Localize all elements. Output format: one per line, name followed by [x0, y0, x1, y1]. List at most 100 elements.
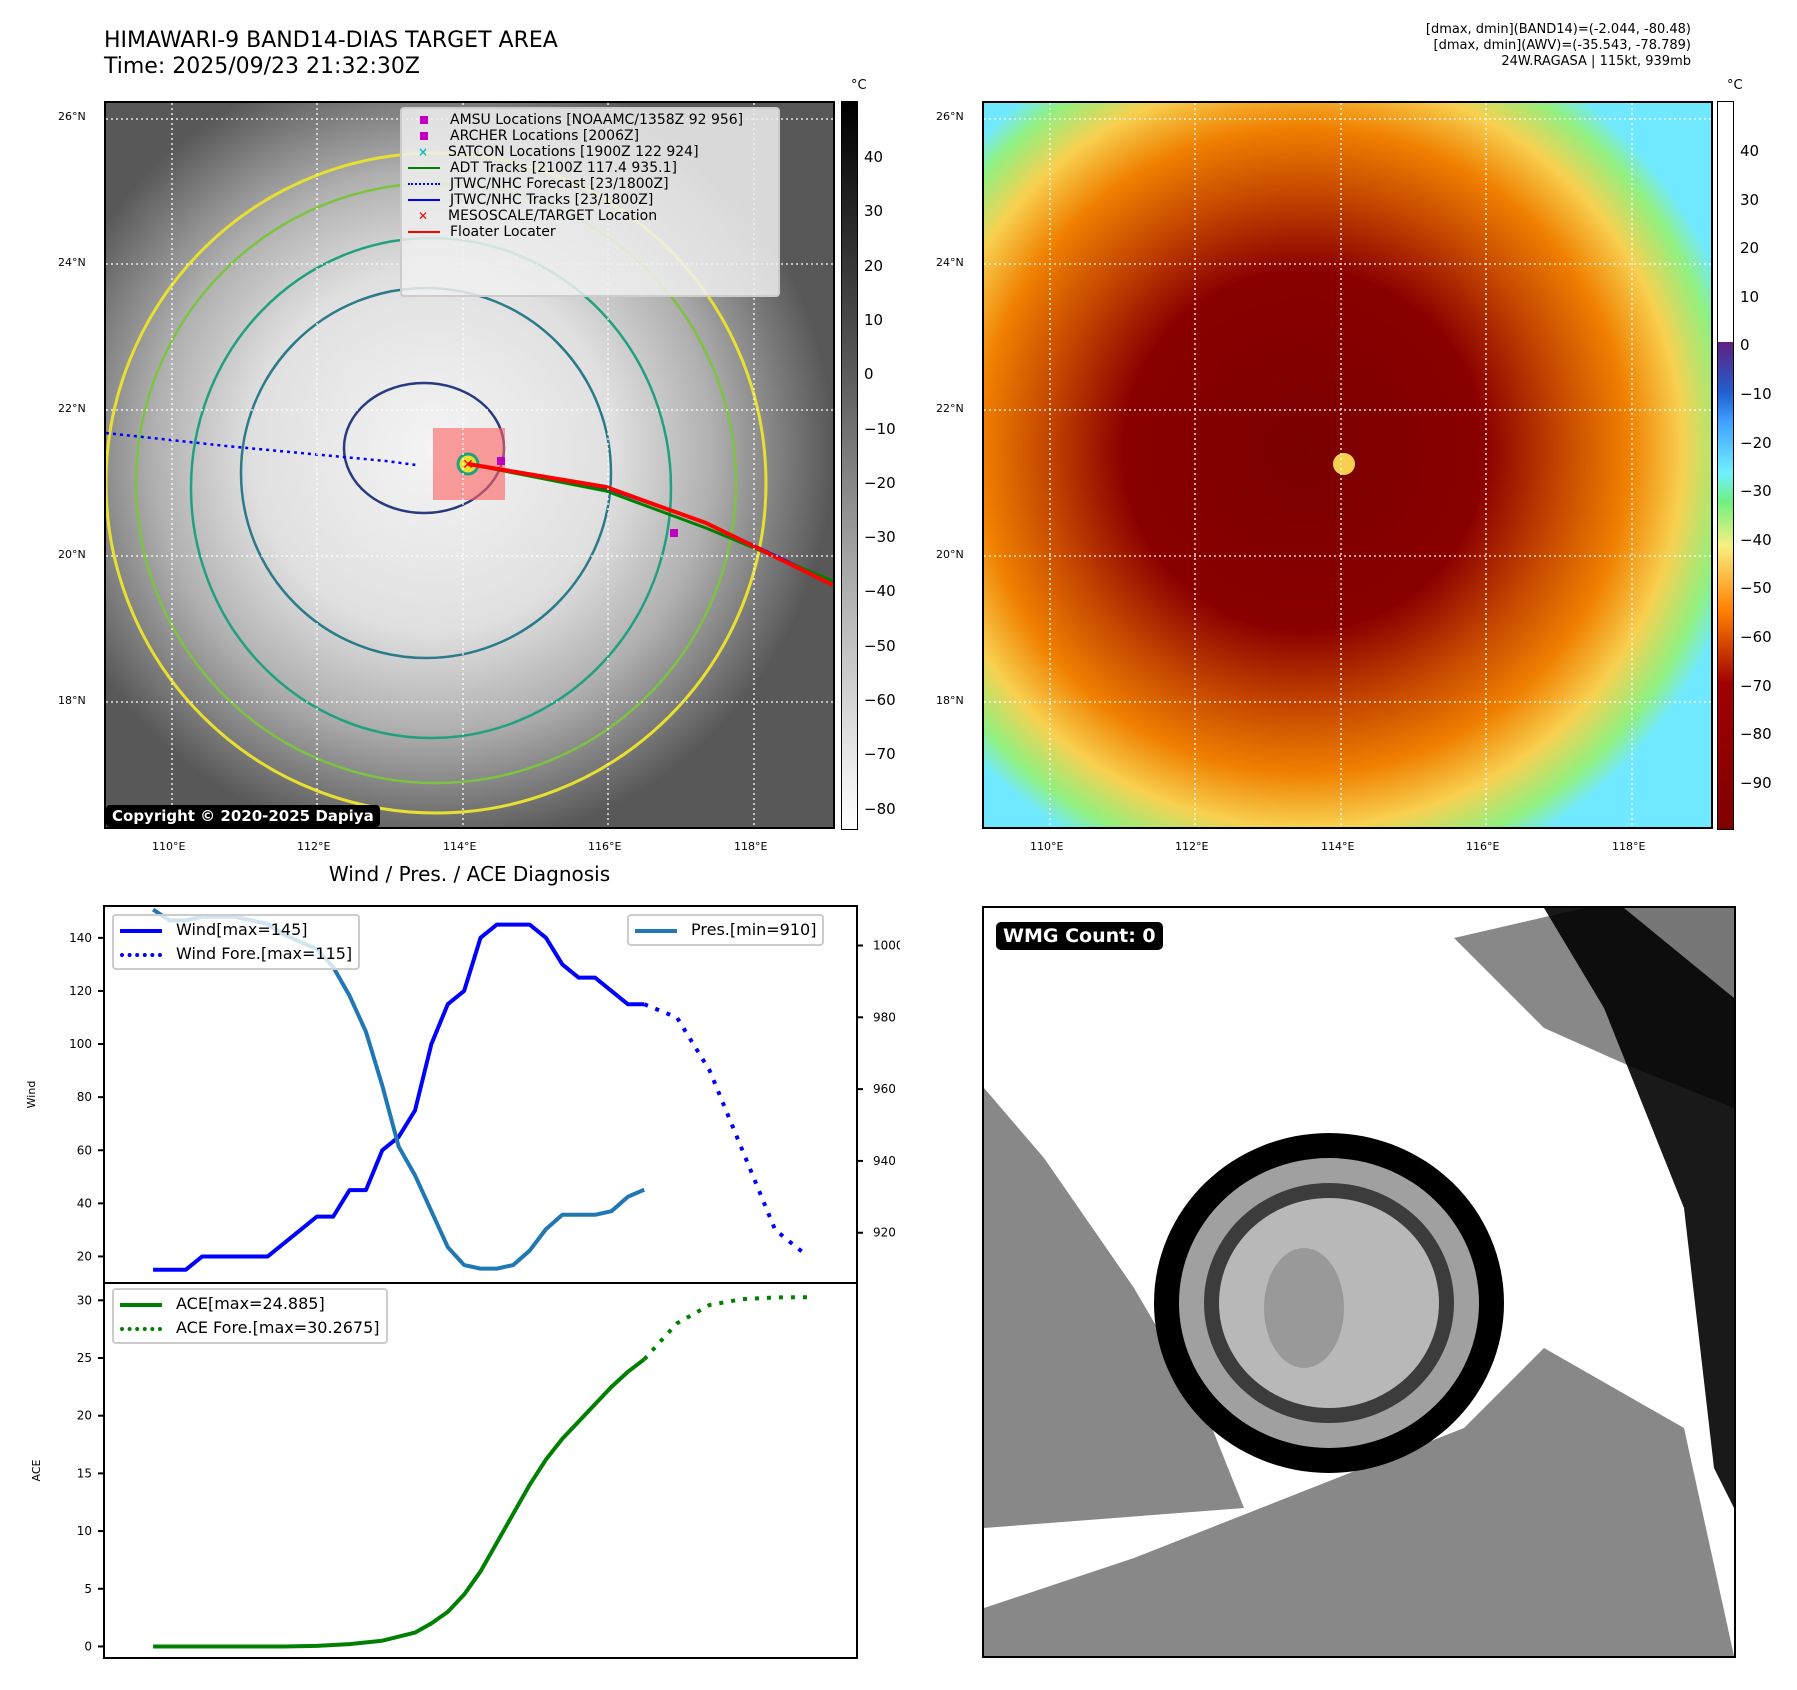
colorbar-gray-tick: −40	[864, 582, 896, 601]
colorbar-gray-tick: −80	[864, 799, 896, 818]
pressure-legend: Pres.[min=910]	[627, 914, 825, 946]
pressure-ytick-label: 920	[873, 1226, 896, 1240]
legend-item-jtwc-forecast: JTWC/NHC Forecast [23/1800Z]	[408, 176, 772, 192]
pressure-ytick-label: 960	[873, 1082, 896, 1096]
legend-item-archer: ARCHER Locations [2006Z]	[408, 128, 772, 144]
colorbar-gray-tick: −70	[864, 745, 896, 764]
lon-tick: 110°E	[152, 840, 186, 853]
colorbar-color-unit: °C	[1727, 78, 1743, 93]
wind-ytick-label: 80	[77, 1090, 92, 1104]
magenta-square-icon	[420, 116, 428, 124]
series-line-wind-fore-	[643, 1002, 810, 1259]
pressure-ytick-label: 980	[873, 1010, 896, 1024]
jtwc-forecast-track	[106, 431, 417, 467]
ace-ytick-label: 20	[77, 1409, 92, 1423]
colorbar-gray-tick: 40	[864, 148, 884, 166]
wind-ytick-label: 40	[77, 1196, 92, 1210]
archer-marker	[670, 529, 678, 537]
lat-tick: 20°N	[936, 548, 964, 561]
legend-item-amsu: AMSU Locations [NOAAMC/1358Z 92 956]	[408, 112, 772, 128]
colorbar-gray-tick: 20	[864, 256, 884, 275]
legend-item-wind: Wind[max=145]	[120, 918, 352, 942]
ace-ytick-label: 30	[77, 1293, 92, 1307]
colorbar-color-tick: −40	[1740, 530, 1772, 549]
colorbar-gray-tick: 30	[864, 202, 884, 221]
enhanced-map-panel[interactable]	[982, 101, 1713, 829]
colorbar-color-tick: −10	[1740, 385, 1772, 403]
wmg-gray-region	[984, 1088, 1244, 1528]
wmg-gray-region	[1624, 908, 1734, 998]
info-awv-range: [dmax, dmin](AWV)=(-35.543, -78.789)	[1433, 38, 1691, 53]
wmg-count-badge: WMG Count: 0	[996, 922, 1163, 950]
diagnosis-chart: 1401201008060402010009809609409203025201…	[25, 905, 900, 1659]
colorbar-gray-tick: −50	[864, 636, 896, 655]
wind-legend: Wind[max=145] Wind Fore.[max=115]	[112, 914, 361, 970]
ace-ytick-label: 10	[77, 1524, 92, 1538]
info-band14-range: [dmax, dmin](BAND14)=(-2.044, -80.48)	[1425, 22, 1691, 37]
wmg-black-band	[1544, 908, 1734, 1508]
colorbar-color-tick: −70	[1740, 676, 1772, 695]
legend-item-satcon: × SATCON Locations [1900Z 122 924]	[418, 144, 699, 160]
legend-item-ace: ACE[max=24.885]	[120, 1292, 380, 1316]
copyright-label: Copyright © 2020-2025 Dapiya	[106, 805, 380, 827]
enhanced-eye	[1333, 453, 1355, 475]
ace-legend: ACE[max=24.885] ACE Fore.[max=30.2675]	[112, 1288, 388, 1344]
colorbar-color-tick: 40	[1740, 142, 1760, 160]
colorbar-gray	[841, 101, 858, 830]
diagnosis-title: Wind / Pres. / ACE Diagnosis	[328, 862, 611, 886]
colorbar-gray-tick: −10	[864, 419, 896, 438]
legend-item-jtwc-tracks: JTWC/NHC Tracks [23/1800Z]	[408, 192, 772, 208]
cyan-x-icon: ×	[418, 145, 429, 159]
map-legend: AMSU Locations [NOAAMC/1358Z 92 956] ARC…	[400, 107, 780, 297]
blue-line-icon	[120, 928, 162, 933]
colorbar-color-tick: −60	[1740, 628, 1772, 646]
blue-dotted-line-icon	[120, 952, 162, 957]
wind-ytick-label: 140	[69, 931, 92, 945]
lat-tick: 24°N	[58, 256, 86, 269]
legend-item-mesoscale: ✕ MESOSCALE/TARGET Location	[418, 208, 658, 224]
lat-tick: 18°N	[58, 694, 86, 707]
ace-ytick-label: 25	[77, 1351, 92, 1365]
lon-tick: 118°E	[1612, 840, 1646, 853]
lon-tick: 118°E	[734, 840, 768, 853]
floater-track	[467, 462, 833, 587]
colorbar-gray-tick: 0	[864, 365, 874, 384]
magenta-square-icon	[420, 132, 428, 140]
colorbar-color	[1717, 101, 1734, 830]
chart-title: HIMAWARI-9 BAND14-DIAS TARGET AREA Time:…	[104, 28, 558, 80]
pressure-ytick-label: 1000	[873, 938, 900, 952]
green-dotted-line-icon	[120, 1326, 162, 1331]
green-line-icon	[120, 1302, 162, 1307]
colorbar-color-tick: −30	[1740, 482, 1772, 501]
colorbar-gray-tick: 10	[864, 310, 884, 329]
lat-tick: 22°N	[936, 402, 964, 415]
lon-tick: 110°E	[1030, 840, 1064, 853]
lon-tick: 116°E	[1466, 840, 1500, 853]
lat-tick: 22°N	[58, 402, 86, 415]
colorbar-color-tick: −20	[1740, 433, 1772, 452]
colorbar-gray-tick: −20	[864, 473, 896, 492]
colorbar-color-tick: −90	[1740, 773, 1772, 792]
wind-axis-label: Wind	[25, 1081, 38, 1109]
colorbar-color-tick: 10	[1740, 287, 1760, 306]
blue-dotted-line-icon	[408, 183, 440, 185]
lon-tick: 112°E	[297, 840, 331, 853]
lon-tick: 114°E	[443, 840, 477, 853]
info-block: [dmax, dmin](BAND14)=(-2.044, -80.48) [d…	[1191, 22, 1691, 70]
title-line-1: HIMAWARI-9 BAND14-DIAS TARGET AREA	[104, 28, 558, 53]
ir-map-panel[interactable]: ✕ AMSU Locations [NOAAMC/1358Z 92 956] A…	[104, 101, 835, 829]
red-line-icon	[408, 231, 440, 233]
wmg-panel[interactable]: WMG Count: 0	[982, 906, 1736, 1658]
series-line-wind	[153, 922, 645, 1272]
colorbar-color-tick: −50	[1740, 579, 1772, 598]
colorbar-color-tick: 30	[1740, 190, 1760, 209]
wind-ytick-label: 100	[69, 1037, 92, 1051]
legend-item-ace-forecast: ACE Fore.[max=30.2675]	[120, 1316, 380, 1340]
ace-ytick-label: 15	[77, 1466, 92, 1480]
lon-tick: 114°E	[1321, 840, 1355, 853]
legend-item-pressure: Pres.[min=910]	[635, 918, 816, 942]
wmg-gray-region	[984, 1348, 1734, 1656]
green-line-icon	[408, 167, 440, 169]
enhanced-map-image	[984, 103, 1711, 827]
colorbar-color-tick: −80	[1740, 725, 1772, 744]
